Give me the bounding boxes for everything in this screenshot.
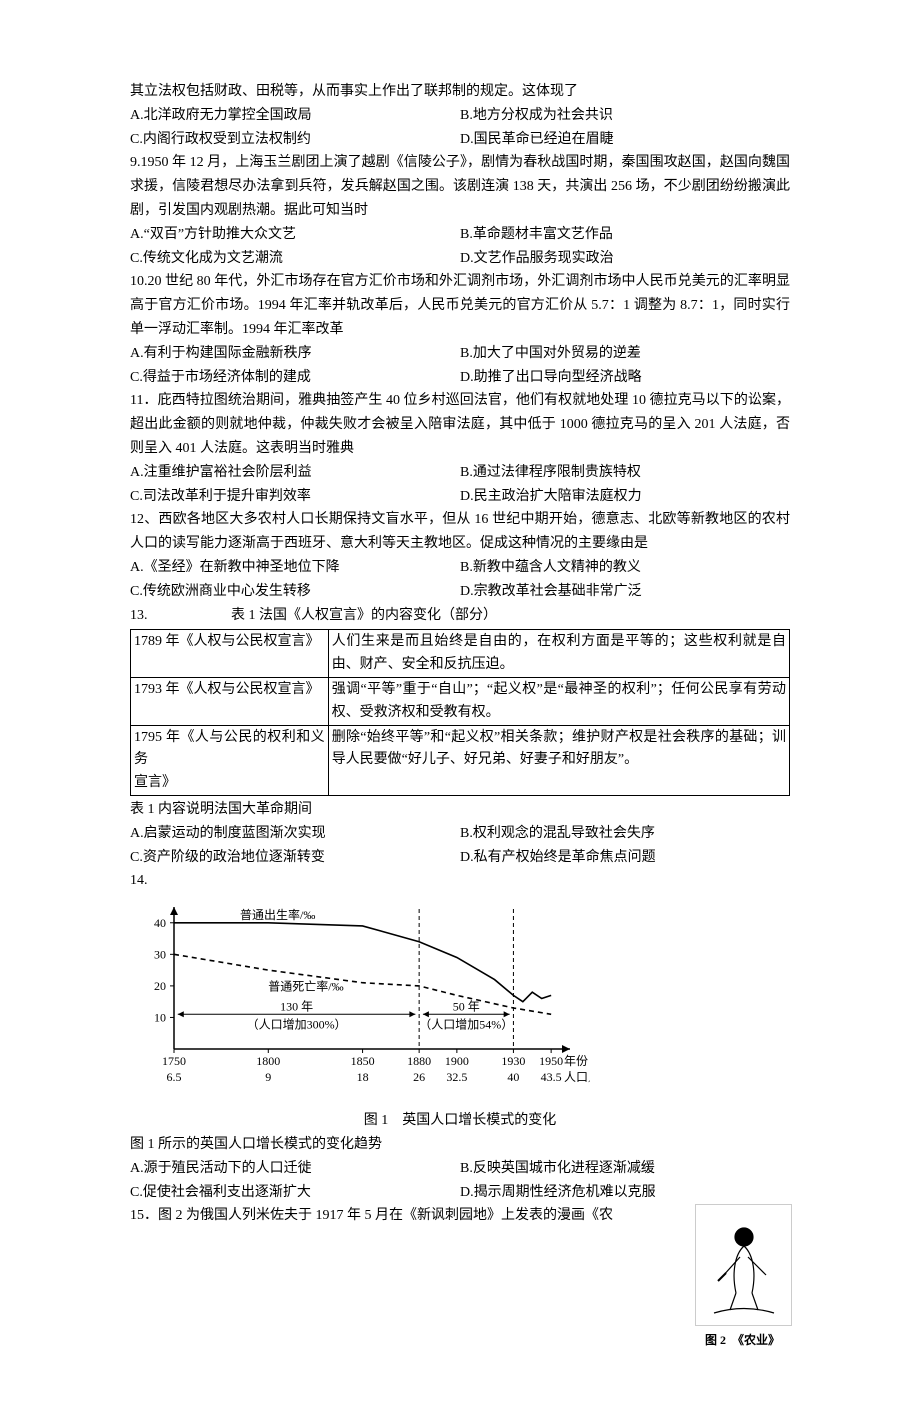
- q11-option-d: D.民主政治扩大陪审法庭权力: [460, 485, 790, 509]
- q11-option-b: B.通过法律程序限制贵族特权: [460, 461, 790, 485]
- q13-r1c2: 人们生来是而且始终是自由的，在权利方面是平等的；这些权利就是自由、财产、安全和反…: [328, 630, 789, 678]
- q15-stem: 15．图 2 为俄国人列米佐夫于 1917 年 5 月在《新讽刺园地》上发表的漫…: [130, 1204, 790, 1228]
- q14-option-c: C.促使社会福利支出逐渐扩大: [130, 1181, 460, 1205]
- q13-r3c2: 删除“始终平等”和“起义权”相关条款；维护财产权是社会秩序的基础；训导人民要做“…: [328, 725, 789, 795]
- q11-options: A.注重维护富裕社会阶层利益 B.通过法律程序限制贵族特权 C.司法改革利于提升…: [130, 461, 790, 509]
- q12-option-c: C.传统欧洲商业中心发生转移: [130, 580, 460, 604]
- svg-text:1900: 1900: [445, 1054, 469, 1068]
- svg-text:（人口增加300%）: （人口增加300%）: [247, 1018, 347, 1032]
- q13-option-c: C.资产阶级的政治地位逐渐转变: [130, 846, 460, 870]
- svg-text:40: 40: [507, 1070, 519, 1084]
- svg-text:人口／百万人: 人口／百万人: [564, 1070, 590, 1084]
- q15-side-figure: 图 2 《农业》: [695, 1204, 790, 1350]
- q10-option-a: A.有利于构建国际金融新秩序: [130, 342, 460, 366]
- svg-text:1880: 1880: [407, 1054, 431, 1068]
- table-row: 1793 年《人权与公民权宣言》 强调“平等”重于“自山”；“起义权”是“最神圣…: [131, 678, 790, 726]
- svg-text:40: 40: [154, 916, 166, 930]
- svg-text:9: 9: [265, 1070, 271, 1084]
- q9-option-d: D.文艺作品服务现实政治: [460, 247, 790, 271]
- q9-stem: 9.1950 年 12 月，上海玉兰剧团上演了越剧《信陵公子》，剧情为春秋战国时…: [130, 151, 790, 222]
- q13-r1c1: 1789 年《人权与公民权宣言》: [131, 630, 329, 678]
- svg-text:1750: 1750: [162, 1054, 186, 1068]
- q10-stem: 10.20 世纪 80 年代，外汇市场存在官方汇价市场和外汇调剂市场，外汇调剂市…: [130, 270, 790, 341]
- svg-text:1930: 1930: [501, 1054, 525, 1068]
- q13-option-b: B.权利观念的混乱导致社会失序: [460, 822, 790, 846]
- q11-option-c: C.司法改革利于提升审判效率: [130, 485, 460, 509]
- svg-text:30: 30: [154, 948, 166, 962]
- q13-r2c2: 强调“平等”重于“自山”；“起义权”是“最神圣的权利”；任何公民享有劳动权、受救…: [328, 678, 789, 726]
- q13-number: 13.: [130, 608, 148, 623]
- svg-text:10: 10: [154, 1011, 166, 1025]
- q12-option-b: B.新教中蕴含人文精神的教义: [460, 556, 790, 580]
- q14-option-a: A.源于殖民活动下的人口迁徙: [130, 1157, 460, 1181]
- q9-option-c: C.传统文化成为文艺潮流: [130, 247, 460, 271]
- q9-option-a: A.“双百”方针助推大众文艺: [130, 223, 460, 247]
- q14-options: A.源于殖民活动下的人口迁徙 B.反映英国城市化进程逐渐减缓 C.促使社会福利支…: [130, 1157, 790, 1205]
- q10-option-d: D.助推了出口导向型经济战略: [460, 366, 790, 390]
- q14-number: 14.: [130, 869, 790, 893]
- q13-r2c1: 1793 年《人权与公民权宣言》: [131, 678, 329, 726]
- q14-chart-caption: 图 1 英国人口增长模式的变化: [130, 1109, 790, 1133]
- q13-option-a: A.启蒙运动的制度蓝图渐次实现: [130, 822, 460, 846]
- q11-option-a: A.注重维护富裕社会阶层利益: [130, 461, 460, 485]
- q9-options: A.“双百”方针助推大众文艺 B.革命题材丰富文艺作品 C.传统文化成为文艺潮流…: [130, 223, 790, 271]
- q12-option-d: D.宗教改革社会基础非常广泛: [460, 580, 790, 604]
- q8-option-c: C.内阁行政权受到立法权制约: [130, 128, 460, 152]
- svg-text:1950: 1950: [539, 1054, 563, 1068]
- table-row: 1789 年《人权与公民权宣言》 人们生来是而且始终是自由的，在权利方面是平等的…: [131, 630, 790, 678]
- svg-text:43.5: 43.5: [541, 1070, 562, 1084]
- q14-option-d: D.揭示周期性经济危机难以克服: [460, 1181, 790, 1205]
- q8-option-a: A.北洋政府无力掌控全国政局: [130, 104, 460, 128]
- q9-option-b: B.革命题材丰富文艺作品: [460, 223, 790, 247]
- svg-text:20: 20: [154, 979, 166, 993]
- q13-header: 13. 表 1 法国《人权宣言》的内容变化（部分）: [130, 604, 790, 628]
- q13-r3c1: 1795 年《人与公民的权利和义务 宣言》: [131, 725, 329, 795]
- q11-stem: 11．庇西特拉图统治期间，雅典抽签产生 40 位乡村巡回法官，他们有权就地处理 …: [130, 389, 790, 460]
- svg-text:普通死亡率/‰: 普通死亡率/‰: [268, 979, 343, 994]
- q13-table: 1789 年《人权与公民权宣言》 人们生来是而且始终是自由的，在权利方面是平等的…: [130, 629, 790, 796]
- q10-option-b: B.加大了中国对外贸易的逆差: [460, 342, 790, 366]
- q14-chart: 10 20 30 40 普通出生率/‰ 普通死亡率/‰ 130 年 （人口增加300%） 50 …: [130, 897, 790, 1107]
- table-row: 1795 年《人与公民的权利和义务 宣言》 删除“始终平等”和“起义权”相关条款…: [131, 725, 790, 795]
- svg-text:130 年: 130 年: [280, 1000, 313, 1014]
- q8-options: A.北洋政府无力掌控全国政局 B.地方分权成为社会共识 C.内阁行政权受到立法权…: [130, 104, 790, 152]
- q13-options: A.启蒙运动的制度蓝图渐次实现 B.权利观念的混乱导致社会失序 C.资产阶级的政…: [130, 822, 790, 870]
- svg-text:50 年: 50 年: [453, 1000, 480, 1014]
- q8-option-b: B.地方分权成为社会共识: [460, 104, 790, 128]
- q12-option-a: A.《圣经》在新教中神圣地位下降: [130, 556, 460, 580]
- svg-text:1850: 1850: [351, 1054, 375, 1068]
- q12-stem: 12、西欧各地区大多农村人口长期保持文盲水平，但从 16 世纪中期开始，德意志、…: [130, 508, 790, 556]
- svg-text:普通出生率/‰: 普通出生率/‰: [240, 907, 315, 922]
- q14-option-b: B.反映英国城市化进程逐渐减缓: [460, 1157, 790, 1181]
- q12-options: A.《圣经》在新教中神圣地位下降 B.新教中蕴含人文精神的教义 C.传统欧洲商业…: [130, 556, 790, 604]
- q13-tail: 表 1 内容说明法国大革命期间: [130, 798, 790, 822]
- page-content: 其立法权包括财政、田税等，从而事实上作出了联邦制的规定。这体现了 A.北洋政府无…: [0, 0, 920, 1415]
- q15-cartoon-icon: [695, 1204, 792, 1326]
- svg-text:年份: 年份: [564, 1054, 588, 1068]
- svg-text:（人口增加54%）: （人口增加54%）: [419, 1018, 513, 1032]
- q8-stem-tail: 其立法权包括财政、田税等，从而事实上作出了联邦制的规定。这体现了: [130, 80, 790, 104]
- q8-option-d: D.国民革命已经迫在眉睫: [460, 128, 790, 152]
- svg-text:32.5: 32.5: [446, 1070, 467, 1084]
- q13-table-title: 表 1 法国《人权宣言》的内容变化（部分）: [231, 604, 497, 628]
- svg-text:18: 18: [357, 1070, 369, 1084]
- q14-tail: 图 1 所示的英国人口增长模式的变化趋势: [130, 1133, 790, 1157]
- q10-option-c: C.得益于市场经济体制的建成: [130, 366, 460, 390]
- q13-option-d: D.私有产权始终是革命焦点问题: [460, 846, 790, 870]
- svg-text:6.5: 6.5: [167, 1070, 182, 1084]
- svg-text:1800: 1800: [256, 1054, 280, 1068]
- q10-options: A.有利于构建国际金融新秩序 B.加大了中国对外贸易的逆差 C.得益于市场经济体…: [130, 342, 790, 390]
- svg-text:26: 26: [413, 1070, 425, 1084]
- q15-side-caption: 图 2 《农业》: [695, 1330, 790, 1350]
